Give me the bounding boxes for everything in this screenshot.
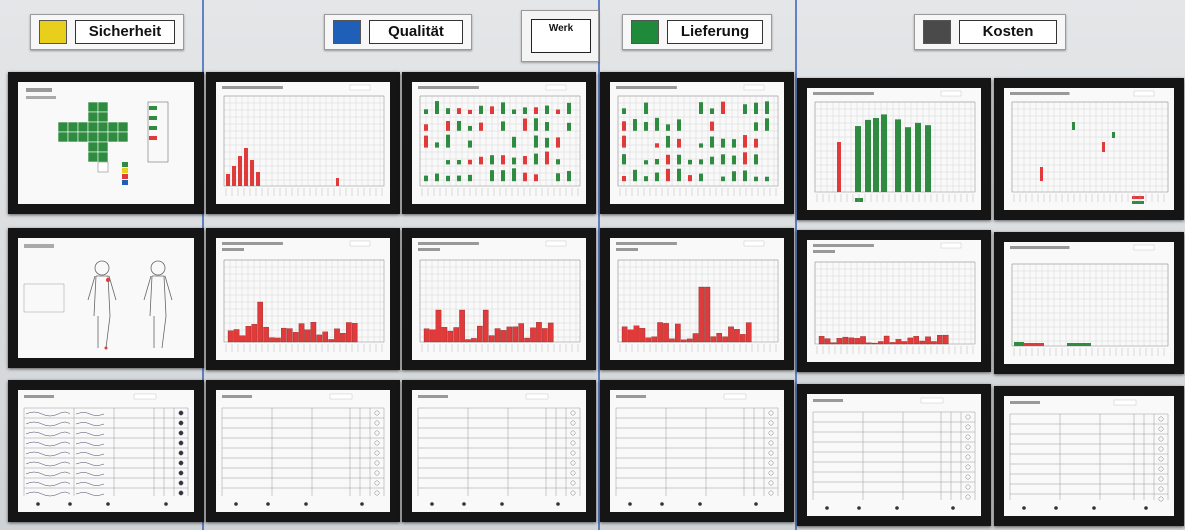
sheet-paper xyxy=(1004,88,1174,210)
pareto-chart-1 xyxy=(222,240,385,352)
board-sheet xyxy=(797,78,991,220)
body-injury-chart xyxy=(23,244,173,350)
quality-multi-chart xyxy=(418,84,581,196)
sheet-paper xyxy=(216,82,390,204)
sheet-paper xyxy=(18,390,194,512)
sheet-paper xyxy=(412,390,586,512)
header-qualitaet: Qualität xyxy=(324,14,472,50)
board-sheet xyxy=(402,228,596,370)
werk-label-box: Werk xyxy=(531,19,591,53)
action-list xyxy=(812,397,976,510)
action-list xyxy=(221,393,385,506)
sheet-paper xyxy=(1004,242,1174,364)
sheet-paper xyxy=(412,82,586,204)
sheet-paper xyxy=(1004,396,1174,516)
pareto-chart-4 xyxy=(813,242,976,354)
category-label: Sicherheit xyxy=(75,20,175,44)
category-color-swatch xyxy=(631,20,659,44)
category-color-swatch xyxy=(333,20,361,44)
board-sheet xyxy=(8,228,204,368)
sheet-paper xyxy=(610,82,784,204)
sheet-paper xyxy=(216,238,390,360)
board-sheet xyxy=(994,386,1184,526)
board-sheet xyxy=(206,228,400,370)
sheet-paper xyxy=(412,238,586,360)
board-sheet xyxy=(206,380,400,522)
werk-label: Werk xyxy=(548,23,574,34)
sheet-paper xyxy=(216,390,390,512)
column-divider xyxy=(795,0,797,530)
sheet-paper xyxy=(807,240,981,362)
pareto-chart-2 xyxy=(418,240,581,352)
safety-cross-chart xyxy=(26,88,169,185)
board-sheet xyxy=(600,72,794,214)
pareto-chart-3 xyxy=(616,240,779,352)
category-label: Qualität xyxy=(369,20,463,44)
quality-bar-chart xyxy=(222,84,385,196)
category-label: Lieferung xyxy=(667,20,763,44)
column-divider xyxy=(598,0,600,530)
category-color-swatch xyxy=(923,20,951,44)
board-sheet xyxy=(8,380,204,522)
board-sheet xyxy=(600,380,794,522)
pareto-chart-5 xyxy=(1010,244,1169,356)
board-sheet xyxy=(402,72,596,214)
sheet-paper xyxy=(610,390,784,512)
board-sheet xyxy=(797,384,991,526)
sheet-paper xyxy=(807,394,981,516)
action-list xyxy=(23,393,189,506)
board-sheet xyxy=(600,228,794,370)
delivery-multi-chart xyxy=(616,84,779,196)
header-kosten: Kosten xyxy=(914,14,1066,50)
board-sheet xyxy=(994,232,1184,374)
board-sheet xyxy=(797,230,991,372)
sheet-paper xyxy=(807,88,981,210)
action-list xyxy=(417,393,581,506)
action-list xyxy=(615,393,779,506)
header-sicherheit: Sicherheit xyxy=(30,14,184,50)
board-sheet xyxy=(8,72,204,214)
sheet-paper xyxy=(610,238,784,360)
board-sheet xyxy=(402,380,596,522)
sheet-paper xyxy=(18,238,194,358)
category-label: Kosten xyxy=(959,20,1057,44)
werk-card: Werk xyxy=(521,10,599,62)
board-sheet xyxy=(206,72,400,214)
board-sheet xyxy=(994,78,1184,220)
action-list xyxy=(1009,399,1169,510)
cost-sparse-chart xyxy=(1010,90,1169,204)
sheet-paper xyxy=(18,82,194,204)
header-lieferung: Lieferung xyxy=(622,14,772,50)
cost-green-chart xyxy=(813,90,976,202)
category-color-swatch xyxy=(39,20,67,44)
